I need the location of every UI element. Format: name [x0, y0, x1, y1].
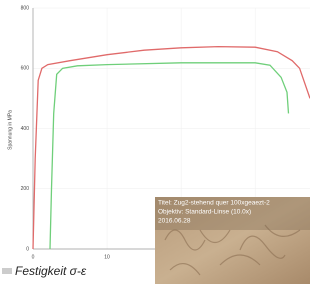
inset-text: 2016.06.28 — [158, 218, 191, 225]
inset-text: Titel: Zug2-stehend quer 100xgeaezt-2 — [158, 200, 270, 207]
x-tick-label: 0 — [32, 254, 35, 260]
x-tick-label: 10 — [104, 254, 110, 260]
caption-icon — [2, 268, 12, 274]
y-tick-label: 200 — [21, 186, 30, 192]
y-tick-label: 400 — [21, 126, 30, 132]
y-tick-label: 600 — [21, 66, 30, 72]
y-tick-label: 0 — [26, 246, 29, 252]
chart: 02004006008000102030 Titel: Zug2-stehend… — [0, 0, 310, 284]
inset-text: Objektiv: Standard-Linse (10.0x) — [158, 209, 251, 216]
caption: Festigkeit σ-ε — [15, 264, 87, 278]
y-axis-label: Spannung in MPa — [7, 110, 13, 150]
y-tick-label: 800 — [21, 5, 30, 11]
